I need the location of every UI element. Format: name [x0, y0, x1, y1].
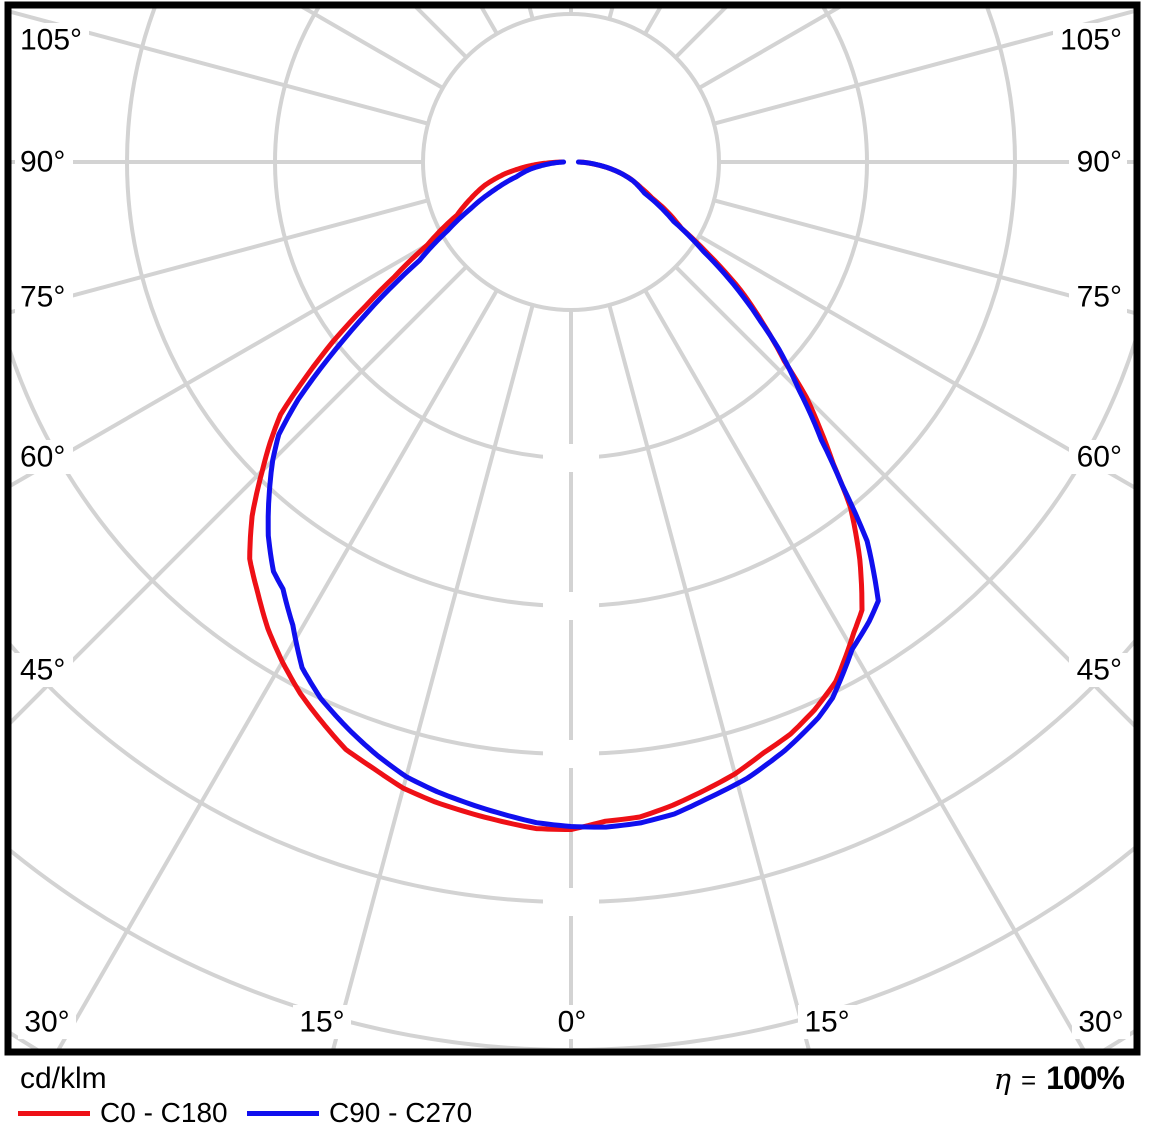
gamma-label-right: 105° [1060, 24, 1122, 57]
gamma-label-left: 75° [20, 281, 65, 314]
gamma-spoke [607, 304, 811, 1049]
curve-c90-c270 [265, 159, 881, 830]
gamma-label-bottom: 15° [299, 1006, 344, 1039]
label-backing [293, 1005, 351, 1039]
gamma-spoke [698, 234, 1134, 490]
gamma-label-left: 105° [20, 24, 82, 57]
label-backing [15, 653, 73, 687]
blank-ring-value-box [543, 740, 599, 768]
legend-line-c90-c270 [247, 1111, 319, 1116]
label-backing [18, 1005, 76, 1039]
gamma-spoke [713, 198, 1134, 315]
gamma-spoke [11, 234, 444, 488]
gamma-spoke [331, 304, 535, 1049]
label-backing [1069, 440, 1127, 474]
intensity-curves [247, 159, 881, 832]
label-backing [798, 1005, 856, 1039]
gamma-label-bottom: 30° [1078, 1006, 1123, 1039]
gamma-label-right: 75° [1077, 281, 1122, 314]
gamma-spoke [11, 10, 429, 126]
eta-value: 100% [1046, 1060, 1125, 1096]
label-backing [15, 145, 73, 179]
gamma-label-right: 45° [1077, 654, 1122, 687]
gamma-spoke [11, 198, 429, 314]
gamma-spoke [11, 265, 468, 725]
eta-symbol: η [993, 1062, 1011, 1096]
units-label: cd/klm [20, 1062, 107, 1095]
gamma-spoke [713, 9, 1134, 126]
gamma-label-bottom: 15° [804, 1006, 849, 1039]
blank-ring-value-box [543, 592, 599, 620]
label-backing [15, 280, 73, 314]
gamma-label-left: 45° [20, 654, 65, 687]
gamma-label-right: 90° [1077, 146, 1122, 179]
eta-equals-sign: = [1020, 1065, 1037, 1095]
gamma-label-left: 90° [20, 146, 65, 179]
blank-ring-value-box [543, 444, 599, 472]
label-backing [1072, 1005, 1130, 1039]
gamma-label-bottom: 30° [24, 1006, 69, 1039]
hidden-ring-value-boxes [543, 444, 599, 916]
gamma-label-left: 60° [20, 441, 65, 474]
label-backing [551, 1005, 593, 1039]
label-backing [1053, 23, 1127, 57]
angle-labels: 105° 90° 75° 60° 45° 105° 90° 75° 60° 45° 30° 15° 0°… [15, 23, 1130, 1039]
label-backing [1069, 653, 1127, 687]
legend-label-c0-c180: C0 - C180 [100, 1097, 228, 1128]
label-backing [1069, 280, 1127, 314]
label-backing [15, 23, 89, 57]
legend-label-c90-c270: C90 - C270 [329, 1097, 473, 1128]
blank-ring-value-box [543, 888, 599, 916]
label-backing [15, 440, 73, 474]
label-backing [1069, 145, 1127, 179]
gamma-label-right: 60° [1077, 441, 1122, 474]
legend-line-c0-c180 [18, 1111, 90, 1116]
intensity-ring [421, 12, 721, 312]
gamma-label-bottom: 0° [558, 1006, 587, 1039]
gamma-spoke [643, 289, 1086, 1049]
efficiency-readout: η = 100% [993, 1060, 1125, 1097]
chart-border [4, 1, 1141, 1056]
